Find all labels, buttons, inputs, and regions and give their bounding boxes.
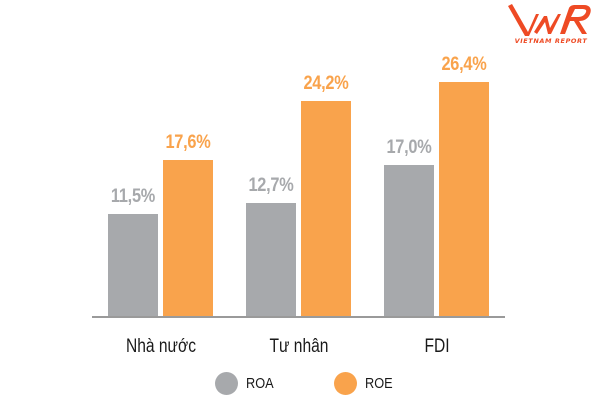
value-label-roe-fdi: 26,4% [441,54,487,75]
value-label-roa-nha-nuoc: 11,5% [110,186,156,207]
legend-roa-label: ROA [246,374,274,392]
legend-roe-label: ROE [365,374,393,392]
bar-roe-tu-nhan [301,101,351,316]
vnr-logo-icon [508,4,591,36]
legend-item-roa: ROA [215,371,279,395]
vietnam-report-logo: VIETNAM REPORT [506,2,596,48]
logo-subtitle: VIETNAM REPORT [514,37,588,45]
x-axis-baseline [92,316,505,318]
category-label-nha-nuoc: Nhà nước [125,336,196,357]
bar-roe-nha-nuoc [163,160,213,316]
value-label-roa-tu-nhan: 12,7% [248,175,294,196]
category-label-fdi: FDI [423,336,450,357]
bar-roe-fdi [439,82,489,316]
value-label-roe-nha-nuoc: 17,6% [165,132,211,153]
legend-roa-dot-icon [215,371,238,395]
bar-roa-nha-nuoc [108,214,158,316]
category-label-tu-nhan: Tư nhân [269,336,328,357]
value-label-roa-fdi: 17,0% [386,137,432,158]
value-label-roe-tu-nhan: 24,2% [303,73,349,94]
bar-roa-fdi [384,165,434,316]
legend-roe-dot-icon [334,371,357,395]
bar-roa-tu-nhan [246,203,296,316]
legend-item-roe: ROE [334,371,398,395]
